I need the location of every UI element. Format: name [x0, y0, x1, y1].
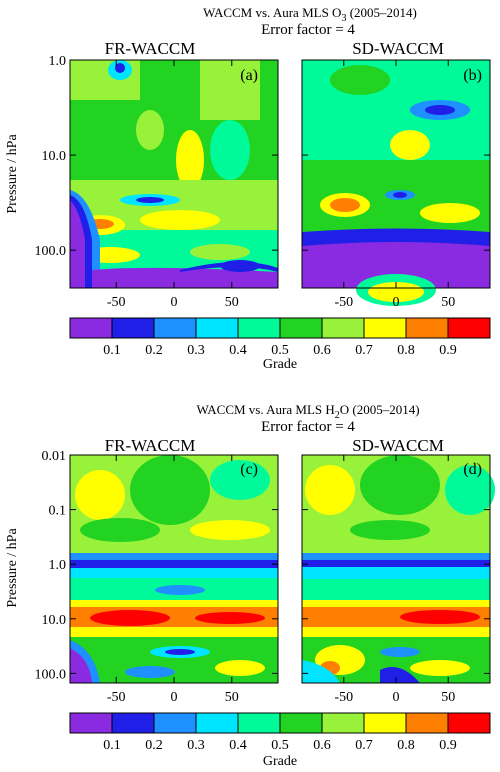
panel-d-name: SD-WACCM	[352, 436, 444, 455]
x-tick-label: -50	[334, 690, 353, 705]
colorbar-tick-label: 0.7	[355, 343, 373, 358]
panel-c-contours	[70, 455, 278, 683]
colorbar-tick-label: 0.1	[103, 343, 121, 358]
colorbar-tick-label: 0.8	[397, 343, 415, 358]
colorbar-tick-label: 0.6	[313, 738, 331, 753]
x-tick-label: 50	[441, 690, 455, 705]
top-subtitle: Error factor = 4	[261, 22, 355, 38]
colorbar-tick-label: 0.5	[271, 343, 289, 358]
panel-b-label: (b)	[463, 67, 482, 84]
panel-c-name: FR-WACCM	[105, 436, 196, 455]
panel-d-label: (d)	[463, 461, 482, 478]
panel-a-name: FR-WACCM	[105, 39, 196, 58]
colorbar-tick-label: 0.2	[145, 343, 163, 358]
colorbar-tick-label: 0.6	[313, 343, 331, 358]
heatmap-panel-d: (d)	[301, 454, 495, 684]
colorbar-swatch	[238, 318, 281, 338]
y-tick-label: 100.0	[35, 667, 67, 682]
colorbar-swatch	[322, 713, 365, 733]
colorbar-tick-label: 0.3	[187, 343, 205, 358]
colorbar-swatch	[196, 713, 239, 733]
x-tick-label: 50	[441, 295, 455, 310]
colorbar-swatch	[280, 318, 323, 338]
x-tick-label: 0	[171, 295, 178, 310]
colorbar-swatch	[154, 713, 197, 733]
x-tick-label: -50	[107, 295, 126, 310]
colorbar-swatch	[406, 318, 449, 338]
x-tick-label: 0	[171, 690, 178, 705]
panel-d-contours	[302, 455, 495, 683]
colorbar-swatch	[448, 318, 491, 338]
y-tick-label: 1.0	[49, 558, 67, 573]
x-tick-label: 0	[393, 295, 400, 310]
colorbar-tick-label: 0.1	[103, 738, 121, 753]
y-tick-label: 10.0	[42, 149, 67, 164]
colorbar-top-label: Grade	[263, 357, 297, 372]
bottom-ylabel: Pressure / hPa	[5, 528, 20, 608]
colorbar-swatch	[70, 713, 113, 733]
heatmap-panel-a: (a)	[69, 59, 279, 289]
y-tick-label: 10.0	[42, 613, 67, 628]
top-title: WACCM vs. Aura MLS O3 (2005–2014)	[203, 5, 417, 24]
heatmap-panel-c: (c)	[69, 454, 279, 684]
colorbar-top: 0.1 0.2 0.3 0.4 0.5 0.6 0.7 0.8 0.9	[69, 317, 491, 358]
colorbar-swatch	[238, 713, 281, 733]
colorbar-tick-label: 0.4	[229, 738, 247, 753]
x-tick-label: 50	[225, 295, 239, 310]
panel-b-contours	[302, 60, 490, 306]
x-tick-label: 0	[393, 690, 400, 705]
colorbar-tick-label: 0.5	[271, 738, 289, 753]
colorbar-swatch	[154, 318, 197, 338]
colorbar-swatch	[406, 713, 449, 733]
panel-b-name: SD-WACCM	[352, 39, 444, 58]
colorbar-swatch	[70, 318, 113, 338]
colorbar-swatch	[280, 713, 323, 733]
x-tick-label: -50	[334, 295, 353, 310]
colorbar-swatch	[196, 318, 239, 338]
top-ylabel: Pressure / hPa	[5, 134, 20, 214]
bottom-subtitle: Error factor = 4	[261, 419, 355, 435]
colorbar-tick-label: 0.2	[145, 738, 163, 753]
colorbar-swatch	[448, 713, 491, 733]
colorbar-swatch	[322, 318, 365, 338]
y-tick-label: 1.0	[49, 54, 67, 69]
colorbar-swatch	[112, 318, 155, 338]
colorbar-tick-label: 0.3	[187, 738, 205, 753]
colorbar-tick-label: 0.4	[229, 343, 247, 358]
colorbar-bottom: 0.1 0.2 0.3 0.4 0.5 0.6 0.7 0.8 0.9	[69, 712, 491, 753]
colorbar-swatch	[112, 713, 155, 733]
x-tick-label: -50	[107, 690, 126, 705]
top-axes: 1.0 10.0 100.0 -50 -50 0 0 50 50	[35, 54, 490, 310]
bottom-title: WACCM vs. Aura MLS H2O (2005–2014)	[196, 402, 419, 421]
colorbar-swatch	[364, 713, 407, 733]
colorbar-tick-label: 0.9	[439, 738, 457, 753]
panel-a-label: (a)	[240, 67, 258, 84]
colorbar-bottom-label: Grade	[263, 754, 297, 769]
x-tick-label: 50	[225, 690, 239, 705]
colorbar-swatch	[364, 318, 407, 338]
y-tick-label: 0.01	[42, 449, 67, 464]
colorbar-tick-label: 0.7	[355, 738, 373, 753]
colorbar-tick-label: 0.9	[439, 343, 457, 358]
y-tick-label: 0.1	[49, 504, 67, 519]
panel-c-label: (c)	[240, 461, 258, 478]
colorbar-tick-label: 0.8	[397, 738, 415, 753]
heatmap-panel-b: (b)	[301, 59, 491, 306]
panel-a-contours	[70, 60, 278, 288]
y-tick-label: 100.0	[35, 244, 67, 259]
bottom-axes: 0.01 0.1 1.0 10.0 100.0 -50 -50 0 0 50 50	[35, 449, 490, 705]
